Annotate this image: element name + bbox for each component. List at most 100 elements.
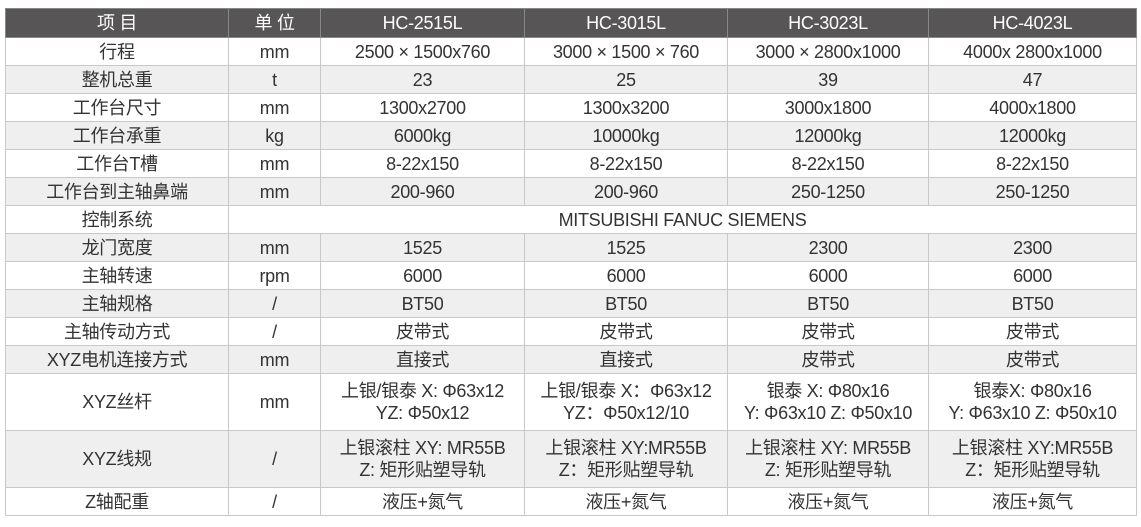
row-label: 工作台尺寸 [5,93,229,122]
value-cell: 液压+氮气 [727,487,929,516]
table-row: XYZ电机连接方式 mm 直接式 直接式 皮带式 皮带式 [5,345,1137,374]
unit-cell: kg [228,121,321,150]
unit-cell: mm [228,177,321,206]
row-label: 龙门宽度 [5,233,229,262]
value-cell: 23 [320,65,525,94]
unit-cell: / [228,430,321,488]
header-model: HC-3015L [524,8,728,38]
row-label: 主轴规格 [5,289,229,318]
value-cell: 250-1250 [727,177,929,206]
unit-cell: t [228,65,321,94]
value-line: Z: 矩形贴塑导轨 [764,460,892,480]
value-cell: 皮带式 [320,317,525,346]
table-row: 工作台尺寸 mm 1300x2700 1300x3200 3000x1800 4000x1… [5,93,1137,122]
value-line: YZ: Φ50x12 [375,403,470,423]
value-cell: 1525 [320,233,525,262]
value-cell: 皮带式 [524,317,728,346]
value-line: YZ：Φ50x12/10 [563,403,689,423]
value-cell: 3000x1800 [727,93,929,122]
value-cell: BT50 [928,289,1137,318]
value-cell: 直接式 [320,345,525,374]
value-cell: 液压+氮气 [928,487,1137,516]
value-line: Z：矩形贴塑导轨 [965,460,1100,480]
row-label: XYZ线规 [5,430,229,488]
unit-cell: mm [228,233,321,262]
value-cell: 12000kg [727,121,929,150]
row-label: 工作台到主轴鼻端 [5,177,229,206]
row-label: 工作台T槽 [5,149,229,178]
value-cell: 8-22x150 [928,149,1137,178]
row-label: 控制系统 [5,205,229,234]
value-line: 上银滚柱 XY:MR55B [951,438,1114,458]
value-cell: 直接式 [524,345,728,374]
unit-cell: mm [228,37,321,66]
table-row: 主轴规格 / BT50 BT50 BT50 BT50 [5,289,1137,318]
value-line: 银泰X: Φ80x16 [973,381,1092,401]
value-cell: 2500 × 1500x760 [320,37,525,66]
value-cell: 25 [524,65,728,94]
value-cell: 4000x 2800x1000 [928,37,1137,66]
value-cell: 250-1250 [928,177,1137,206]
value-line: 银泰 X: Φ80x16 [766,381,890,401]
row-label: 工作台承重 [5,121,229,150]
value-cell: 上银滚柱 XY:MR55B Z：矩形贴塑导轨 [928,430,1137,488]
row-label: XYZ丝杆 [5,373,229,431]
value-line: Z: 矩形贴塑导轨 [359,460,486,480]
value-cell: 皮带式 [928,345,1137,374]
value-cell: 2300 [727,233,929,262]
value-cell: BT50 [727,289,929,318]
value-cell: 上银滚柱 XY: MR55B Z: 矩形贴塑导轨 [727,430,929,488]
value-cell: 2300 [928,233,1137,262]
table-row: 行程 mm 2500 × 1500x760 3000 × 1500 × 760 3000… [5,37,1137,66]
table-row: XYZ线规 / 上银滚柱 XY: MR55B Z: 矩形贴塑导轨 上银滚柱 XY:MR5… [5,430,1137,488]
value-cell: 1525 [524,233,728,262]
value-cell: 39 [727,65,929,94]
value-line: Y: Φ63x10 Z: Φ50x10 [948,403,1117,423]
value-cell: BT50 [524,289,728,318]
value-cell: 8-22x150 [320,149,525,178]
value-cell: 200-960 [524,177,728,206]
row-label: XYZ电机连接方式 [5,345,229,374]
value-cell: 上银/银泰 X: Φ63x12 YZ: Φ50x12 [320,373,525,431]
value-cell: 200-960 [320,177,525,206]
row-label: 行程 [5,37,229,66]
value-cell: 8-22x150 [727,149,929,178]
unit-cell: mm [228,373,321,431]
value-cell: BT50 [320,289,525,318]
value-cell: 12000kg [928,121,1137,150]
value-cell: 1300x2700 [320,93,525,122]
row-label: Z轴配重 [5,487,229,516]
table-row: Z轴配重 / 液压+氮气 液压+氮气 液压+氮气 液压+氮气 [5,487,1137,516]
value-cell: 6000 [320,261,525,290]
table-row: 龙门宽度 mm 1525 1525 2300 2300 [5,233,1137,262]
table-row: 主轴传动方式 / 皮带式 皮带式 皮带式 皮带式 [5,317,1137,346]
value-cell: 液压+氮气 [320,487,525,516]
value-line: 上银滚柱 XY: MR55B [339,438,506,458]
unit-cell: / [228,317,321,346]
header-row: 项 目单 位 HC-2515L HC-3015L HC-3023L HC-4023L [5,8,1137,38]
value-cell: 银泰 X: Φ80x16 Y: Φ63x10 Z: Φ50x10 [727,373,929,431]
spanning-value: MITSUBISHI FANUC SIEMENS [228,205,1137,234]
table-row: 控制系统 MITSUBISHI FANUC SIEMENS [5,205,1137,234]
value-cell: 银泰X: Φ80x16 Y: Φ63x10 Z: Φ50x10 [928,373,1137,431]
table-row: 整机总重 t 23 25 39 47 [5,65,1137,94]
header-item: 项 目 [5,8,229,38]
value-cell: 上银/银泰 X：Φ63x12 YZ：Φ50x12/10 [524,373,728,431]
value-line: 上银滚柱 XY:MR55B [545,438,707,458]
table-row: 工作台到主轴鼻端 mm 200-960 200-960 250-1250 250-1250 [5,177,1137,206]
table-row: 工作台T槽 mm 8-22x150 8-22x150 8-22x150 8-22x150 [5,149,1137,178]
value-cell: 3000 × 2800x1000 [727,37,929,66]
value-cell: 10000kg [524,121,728,150]
value-cell: 上银滚柱 XY: MR55B Z: 矩形贴塑导轨 [320,430,525,488]
unit-cell: mm [228,149,321,178]
unit-cell: / [228,487,321,516]
value-line: 上银滚柱 XY: MR55B [745,438,911,458]
value-cell: 皮带式 [727,345,929,374]
row-label: 主轴转速 [5,261,229,290]
row-label: 主轴传动方式 [5,317,229,346]
value-cell: 4000x1800 [928,93,1137,122]
table-row: 主轴转速 rpm 6000 6000 6000 6000 [5,261,1137,290]
value-cell: 1300x3200 [524,93,728,122]
value-cell: 6000 [928,261,1137,290]
value-cell: 3000 × 1500 × 760 [524,37,728,66]
